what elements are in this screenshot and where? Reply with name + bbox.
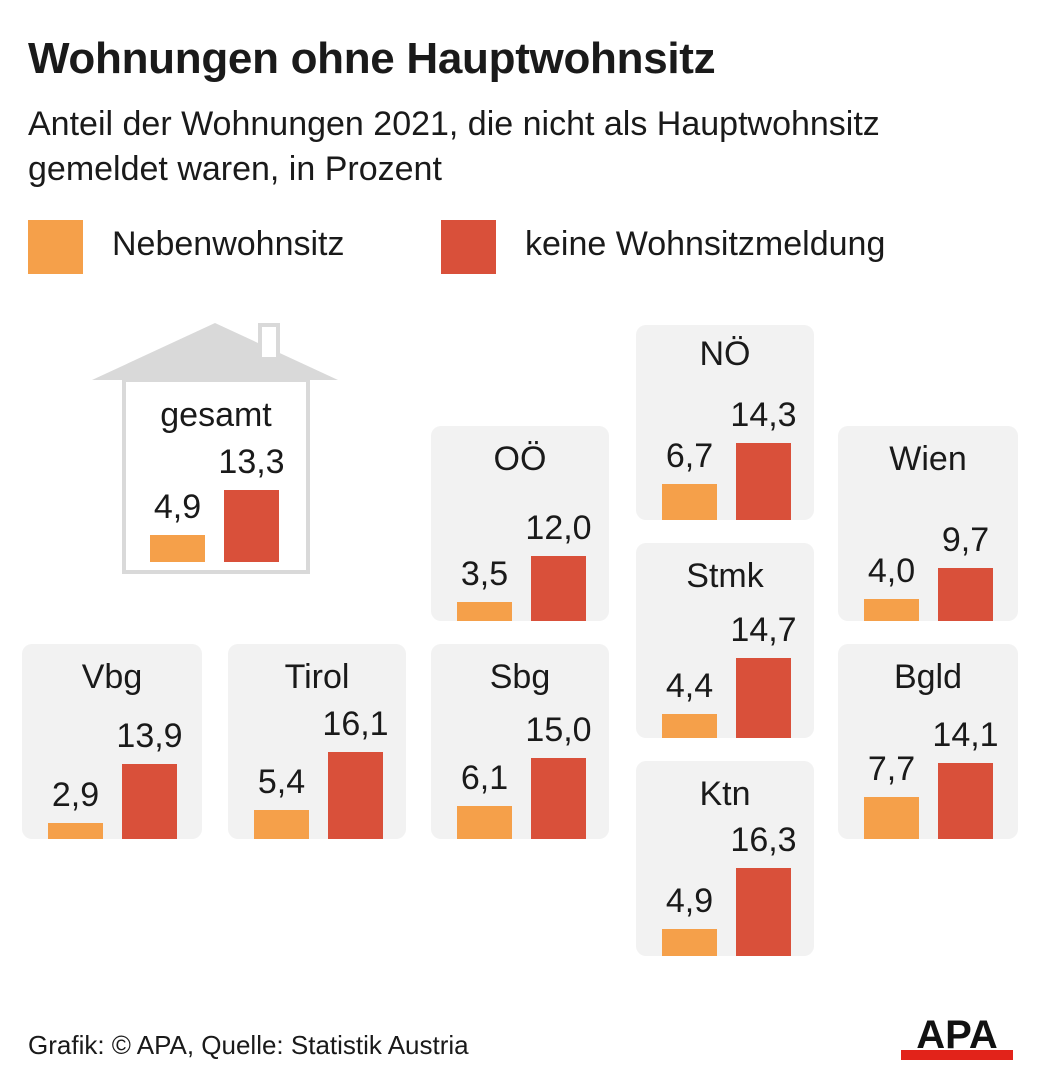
region-tile-wien: Wien 4,0 9,7	[838, 426, 1018, 621]
region-name: Wien	[889, 440, 967, 478]
region-tile-ktn: Ktn 4,9 16,3	[636, 761, 814, 956]
legend-label-keine-wohnsitzmeldung: keine Wohnsitzmeldung	[525, 225, 886, 263]
bar-keine-wohnsitzmeldung	[938, 762, 993, 839]
chart-subtitle: Anteil der Wohnungen 2021, die nicht als…	[28, 105, 880, 188]
region-tile-noe: NÖ 6,7 14,3	[636, 325, 814, 520]
region-tile-bgld: Bgld 7,7 14,1	[838, 644, 1018, 839]
bar-nebenwohnsitz	[48, 823, 103, 839]
legend-label-nebenwohnsitz: Nebenwohnsitz	[112, 225, 345, 263]
data-label-keine-wohnsitzmeldung: 14,1	[932, 715, 999, 754]
legend-swatch-nebenwohnsitz	[28, 220, 83, 274]
legend-swatch-keine-wohnsitzmeldung	[441, 220, 496, 274]
svg-text:APA: APA	[916, 1014, 997, 1057]
region-name: Stmk	[686, 557, 764, 595]
bar-keine-wohnsitzmeldung	[122, 763, 177, 839]
data-label-keine-wohnsitzmeldung: 13,3	[218, 442, 285, 481]
data-label-nebenwohnsitz: 3,5	[460, 555, 509, 594]
region-tile-tirol: Tirol 5,4 16,1	[228, 644, 406, 839]
data-label-keine-wohnsitzmeldung: 16,1	[322, 704, 389, 743]
data-label-keine-wohnsitzmeldung: 14,7	[730, 611, 797, 650]
bar-keine-wohnsitzmeldung	[224, 489, 279, 562]
data-label-nebenwohnsitz: 7,7	[867, 750, 916, 789]
region-name: Ktn	[699, 775, 751, 813]
bar-keine-wohnsitzmeldung	[736, 867, 791, 956]
data-label-nebenwohnsitz: 4,9	[665, 882, 714, 921]
data-label-keine-wohnsitzmeldung: 15,0	[525, 710, 592, 749]
data-label-nebenwohnsitz: 6,7	[665, 436, 714, 475]
bar-keine-wohnsitzmeldung	[328, 751, 383, 839]
apa-logo: APA	[901, 1014, 1013, 1060]
bar-nebenwohnsitz	[662, 929, 717, 956]
bar-keine-wohnsitzmeldung	[736, 658, 791, 738]
region-tile-sbg: Sbg 6,1 15,0	[431, 644, 609, 839]
bar-keine-wohnsitzmeldung	[531, 555, 586, 621]
bar-nebenwohnsitz	[457, 602, 512, 621]
bar-keine-wohnsitzmeldung	[531, 757, 586, 839]
bar-nebenwohnsitz	[662, 483, 717, 520]
bar-nebenwohnsitz	[150, 535, 205, 562]
bar-nebenwohnsitz	[864, 797, 919, 839]
data-label-nebenwohnsitz: 4,9	[153, 488, 202, 527]
bar-keine-wohnsitzmeldung	[938, 568, 993, 621]
chart-title: Wohnungen ohne Hauptwohnsitz	[28, 34, 716, 83]
data-label-nebenwohnsitz: 5,4	[257, 762, 306, 801]
data-label-keine-wohnsitzmeldung: 16,3	[730, 820, 797, 859]
bar-nebenwohnsitz	[457, 805, 512, 839]
data-label-keine-wohnsitzmeldung: 9,7	[941, 521, 990, 560]
region-tile-ooe: OÖ 3,5 12,0	[431, 426, 609, 621]
region-tile-gesamt: gesamt 4,9 13,3	[124, 382, 308, 562]
region-name: Sbg	[489, 658, 551, 696]
region-name: gesamt	[160, 396, 272, 434]
region-name: OÖ	[493, 440, 547, 478]
data-label-nebenwohnsitz: 4,0	[867, 552, 916, 591]
region-name: NÖ	[699, 335, 751, 373]
data-label-keine-wohnsitzmeldung: 14,3	[730, 395, 797, 434]
data-label-nebenwohnsitz: 6,1	[460, 758, 509, 797]
source-credit: Grafik: © APA, Quelle: Statistik Austria	[28, 1030, 469, 1060]
region-name: Bgld	[893, 658, 963, 696]
bar-nebenwohnsitz	[254, 809, 309, 839]
region-tile-vbg: Vbg 2,9 13,9	[22, 644, 202, 839]
data-label-nebenwohnsitz: 4,4	[665, 667, 714, 706]
region-name: Vbg	[81, 658, 143, 696]
region-name: Tirol	[284, 658, 350, 696]
bar-keine-wohnsitzmeldung	[736, 442, 791, 520]
bar-nebenwohnsitz	[662, 714, 717, 738]
region-tile-stmk: Stmk 4,4 14,7	[636, 543, 814, 738]
data-label-keine-wohnsitzmeldung: 13,9	[116, 716, 183, 755]
data-label-nebenwohnsitz: 2,9	[51, 776, 100, 815]
bar-nebenwohnsitz	[864, 599, 919, 621]
data-label-keine-wohnsitzmeldung: 12,0	[525, 508, 592, 547]
